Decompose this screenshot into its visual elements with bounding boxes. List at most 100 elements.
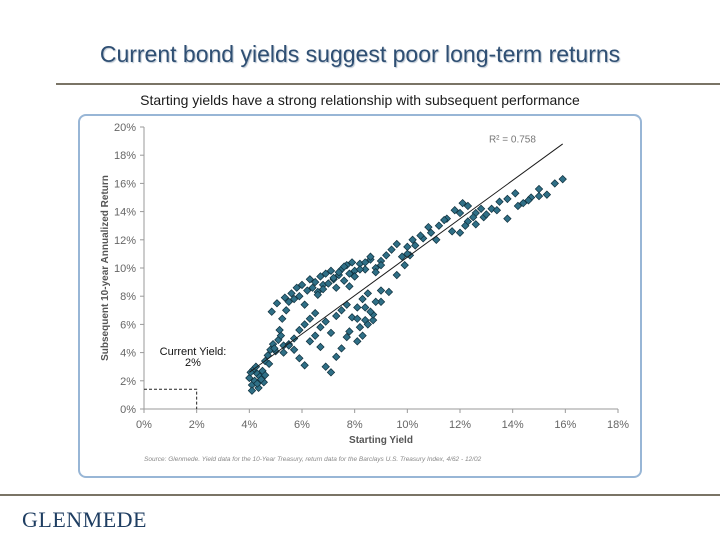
data-point <box>476 204 486 213</box>
x-tick-label: 0% <box>136 419 152 431</box>
data-point <box>376 256 386 266</box>
glenmede-logo: GLENMEDE <box>22 507 147 532</box>
y-tick-label: 6% <box>120 319 136 331</box>
data-point <box>284 341 294 350</box>
data-point <box>353 303 362 312</box>
data-point <box>455 208 465 218</box>
data-point <box>353 337 362 346</box>
data-point <box>339 262 349 271</box>
data-point <box>337 306 346 315</box>
data-point <box>245 373 254 383</box>
data-point <box>316 323 325 332</box>
data-point <box>278 314 287 323</box>
data-point <box>316 342 325 352</box>
data-point <box>321 317 330 326</box>
data-point <box>513 201 523 211</box>
data-point <box>400 261 409 270</box>
data-point <box>534 191 544 201</box>
x-tick-label: 8% <box>347 419 363 431</box>
data-point <box>257 375 266 384</box>
data-point <box>558 174 567 184</box>
data-point <box>382 251 391 260</box>
data-point <box>305 275 315 284</box>
data-point <box>270 344 279 353</box>
data-point <box>426 228 436 237</box>
y-tick-label: 18% <box>114 150 136 162</box>
x-tick-label: 6% <box>294 419 310 431</box>
data-point <box>339 276 349 285</box>
y-tick-label: 2% <box>120 376 136 388</box>
data-point <box>332 283 341 292</box>
title-divider <box>56 83 720 85</box>
data-point <box>397 252 407 261</box>
data-point <box>329 273 338 283</box>
data-point <box>392 270 401 280</box>
data-point <box>363 289 373 298</box>
data-point <box>279 348 288 357</box>
data-point <box>461 221 470 230</box>
data-point <box>326 328 336 338</box>
data-point <box>305 337 315 346</box>
data-point <box>289 334 299 343</box>
data-point <box>305 314 315 323</box>
data-point <box>371 268 380 277</box>
data-point <box>371 297 380 307</box>
trendline <box>249 143 563 373</box>
y-tick-label: 14% <box>114 207 136 219</box>
data-point <box>376 297 386 307</box>
data-point <box>355 265 365 274</box>
data-point <box>432 235 441 244</box>
data-point <box>384 287 394 297</box>
data-point <box>289 294 299 304</box>
data-point <box>524 196 533 205</box>
data-point <box>392 239 401 249</box>
x-axis-label: Starting Yield <box>349 435 413 446</box>
y-tick-label: 12% <box>114 235 136 247</box>
data-point <box>495 197 504 206</box>
y-tick-label: 20% <box>114 122 136 134</box>
data-point <box>345 282 354 291</box>
source-note: Source: Glenmede. Yield data for the 10-… <box>144 456 482 463</box>
data-point <box>361 303 370 312</box>
data-point <box>334 268 344 277</box>
x-tick-label: 16% <box>554 419 576 431</box>
current-yield-guide <box>144 388 198 409</box>
data-point <box>303 286 312 295</box>
data-point <box>253 379 262 388</box>
y-tick-label: 16% <box>114 178 136 190</box>
data-point <box>272 299 282 308</box>
data-point <box>450 206 459 215</box>
data-point <box>387 245 396 254</box>
r-squared-label: R² = 0.758 <box>489 135 536 146</box>
data-point <box>300 320 309 329</box>
x-tick-label: 4% <box>241 419 257 431</box>
data-point <box>355 323 365 332</box>
data-points <box>245 174 567 395</box>
data-point <box>376 261 386 270</box>
slide-subtitle: Starting yields have a strong relationsh… <box>140 92 580 108</box>
data-point <box>358 331 367 340</box>
data-point <box>326 368 336 377</box>
data-point <box>345 269 354 278</box>
data-point <box>318 284 328 294</box>
x-tick-label: 14% <box>502 419 524 431</box>
data-point <box>534 184 544 194</box>
data-point <box>371 263 380 273</box>
data-point <box>353 314 362 323</box>
data-point <box>408 235 417 244</box>
data-point <box>295 325 304 335</box>
data-point <box>376 286 386 295</box>
data-point <box>300 361 309 370</box>
data-point <box>326 266 336 275</box>
data-point <box>455 228 465 237</box>
data-point <box>492 206 502 215</box>
data-point <box>463 201 473 211</box>
slide-title: Current bond yields suggest poor long-te… <box>99 41 621 67</box>
data-point <box>468 213 478 222</box>
footer-divider <box>0 494 720 496</box>
data-point <box>321 362 330 371</box>
data-point <box>276 331 286 340</box>
x-tick-label: 12% <box>449 419 471 431</box>
data-point <box>447 227 457 236</box>
data-point <box>295 292 304 301</box>
